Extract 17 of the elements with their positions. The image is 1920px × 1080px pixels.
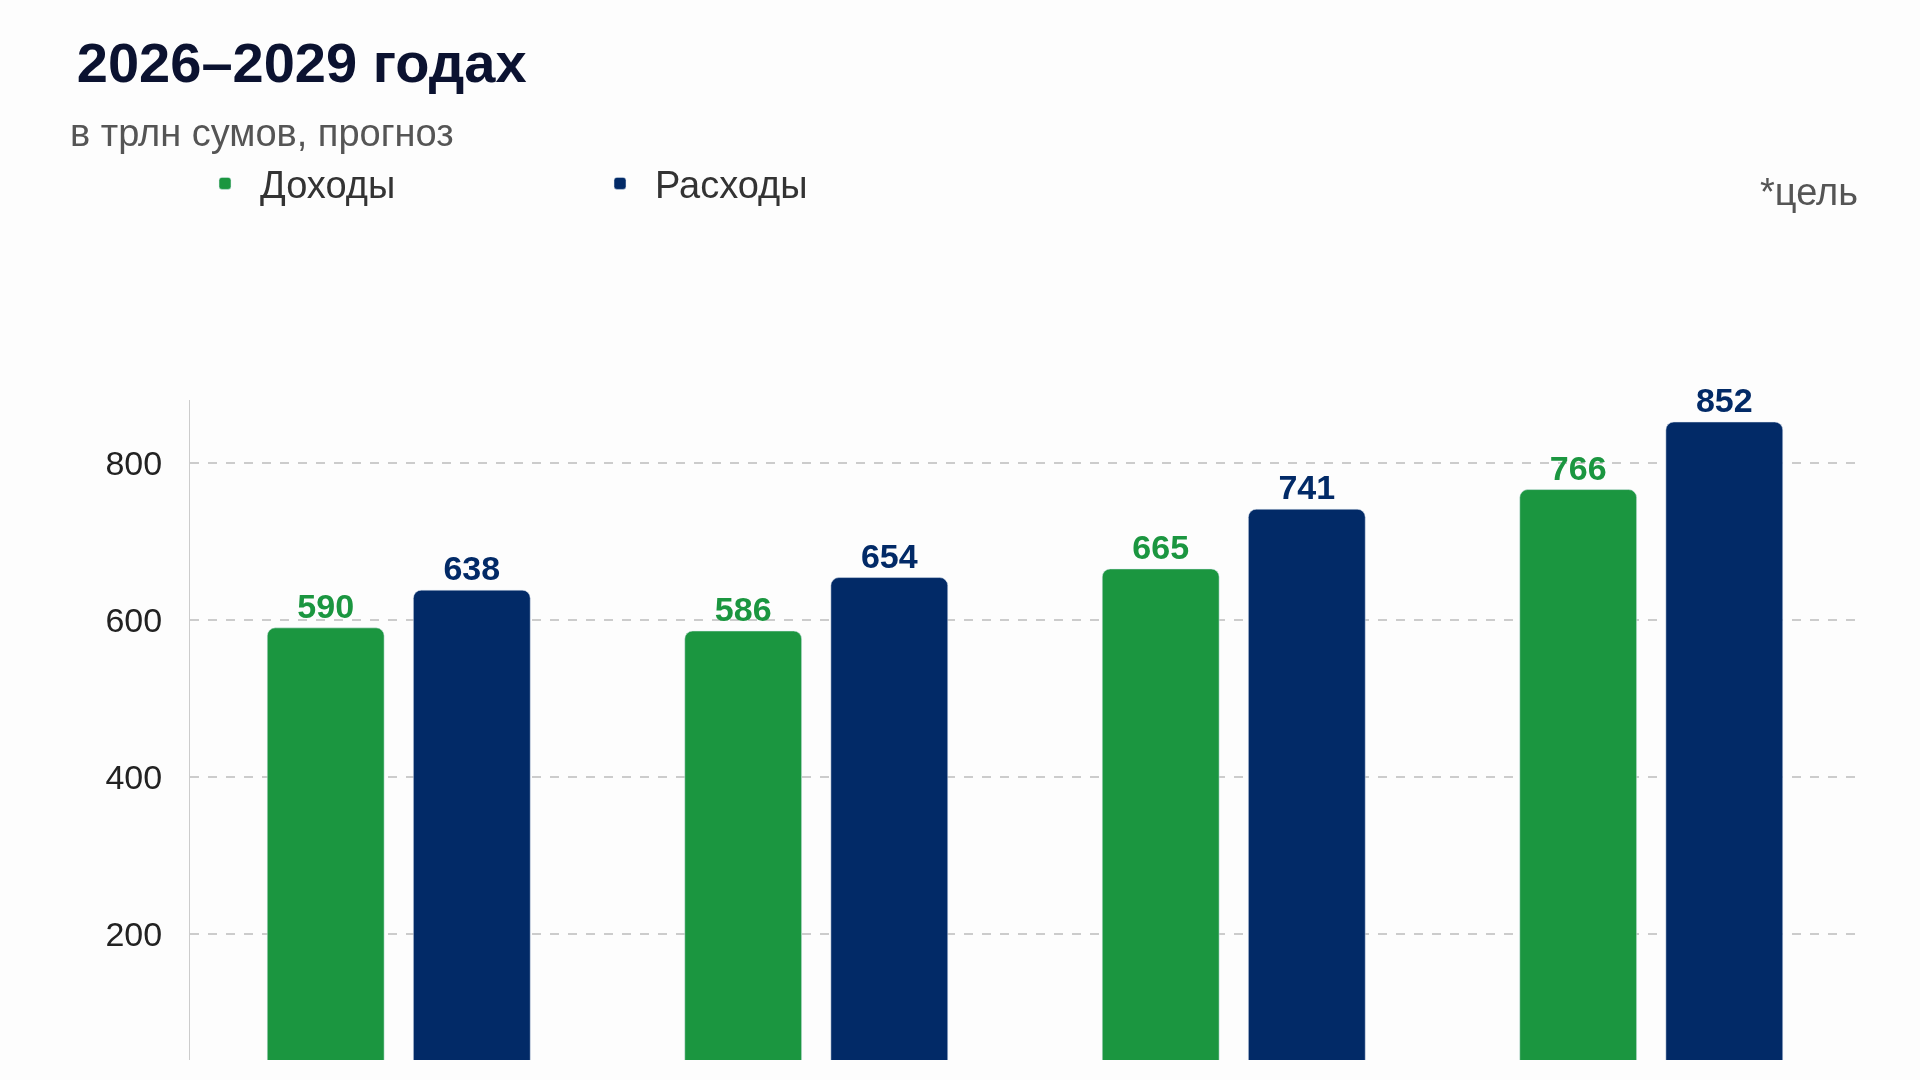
y-tick-label: 800 [105, 443, 163, 482]
data-label: 766 [1549, 448, 1607, 487]
y-tick-label: 200 [105, 915, 163, 954]
data-label: 638 [443, 549, 501, 588]
data-label: 590 [297, 586, 355, 625]
y-tick-label: 400 [105, 758, 163, 797]
data-label: 852 [1695, 381, 1753, 419]
data-label: 665 [1132, 527, 1190, 566]
chart-title: 2026–2029 годах [76, 31, 527, 95]
data-label: 654 [860, 536, 918, 575]
chart-subtitle: в трлн сумов, прогноз [70, 112, 454, 154]
text: *цель [1760, 171, 1858, 213]
legend-label: Расходы [655, 164, 808, 207]
legend-label: Доходы [260, 164, 396, 207]
data-label: 741 [1278, 468, 1336, 507]
y-tick-label: 600 [105, 600, 163, 639]
data-label: 586 [714, 590, 772, 628]
